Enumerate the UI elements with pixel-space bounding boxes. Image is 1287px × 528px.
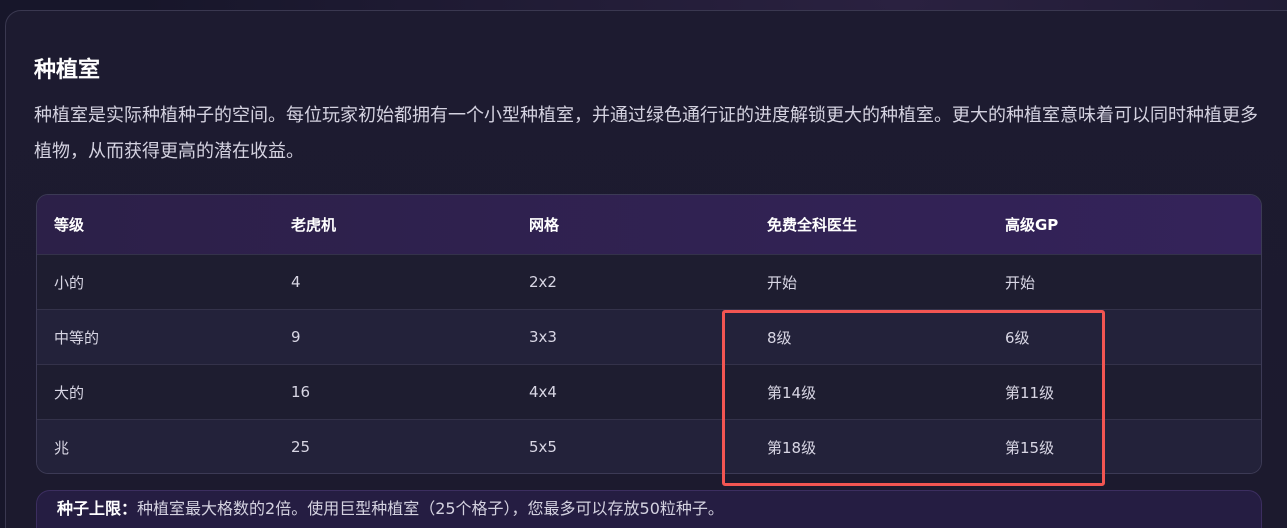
header-free-gp: 免费全科医生 (767, 216, 858, 234)
cell-slots: 16 (291, 383, 311, 401)
table-row: 小的 4 2x2 开始 开始 (37, 254, 1261, 309)
header-slots: 老虎机 (291, 216, 337, 234)
cell-premium-gp: 开始 (1005, 273, 1036, 292)
cell-premium-gp: 6级 (1005, 328, 1030, 347)
section-title: 种植室 (34, 58, 101, 83)
grow-room-table: 等级 老虎机 网格 免费全科医生 高级GP 小的 4 2x2 开始 开始 中等的… (36, 194, 1262, 474)
table-row: 兆 25 5x5 第18级 第15级 (37, 419, 1261, 473)
cell-level: 兆 (54, 438, 70, 457)
cell-grid: 3x3 (529, 328, 557, 346)
table-header-row: 等级 老虎机 网格 免费全科医生 高级GP (37, 195, 1261, 254)
header-grid: 网格 (529, 216, 560, 234)
table-row: 大的 16 4x4 第14级 第11级 (37, 364, 1261, 419)
seed-cap-note: 种子上限：种植室最大格数的2倍。使用巨型种植室（25个格子），您最多可以存放50… (36, 490, 1262, 528)
cell-free-gp: 第18级 (767, 438, 817, 457)
cell-slots: 9 (291, 328, 301, 346)
cell-free-gp: 开始 (767, 273, 798, 292)
cell-free-gp: 8级 (767, 328, 792, 347)
note-text: 种植室最大格数的2倍。使用巨型种植室（25个格子），您最多可以存放50粒种子。 (137, 499, 724, 518)
cell-level: 小的 (54, 273, 85, 292)
cell-grid: 2x2 (529, 273, 557, 291)
header-level: 等级 (54, 216, 85, 234)
cell-level: 中等的 (54, 328, 100, 347)
cell-slots: 4 (291, 273, 301, 291)
cell-grid: 4x4 (529, 383, 557, 401)
cell-premium-gp: 第15级 (1005, 438, 1055, 457)
section-description: 种植室是实际种植种子的空间。每位玩家初始都拥有一个小型种植室，并通过绿色通行证的… (34, 105, 1258, 162)
header-premium-gp: 高级GP (1005, 216, 1059, 234)
cell-slots: 25 (291, 438, 311, 456)
cell-premium-gp: 第11级 (1005, 383, 1055, 402)
note-label: 种子上限： (57, 499, 138, 518)
table-row: 中等的 9 3x3 8级 6级 (37, 309, 1261, 364)
cell-level: 大的 (54, 383, 85, 402)
highlight-box (722, 310, 1105, 486)
cell-grid: 5x5 (529, 438, 557, 456)
cell-free-gp: 第14级 (767, 383, 817, 402)
